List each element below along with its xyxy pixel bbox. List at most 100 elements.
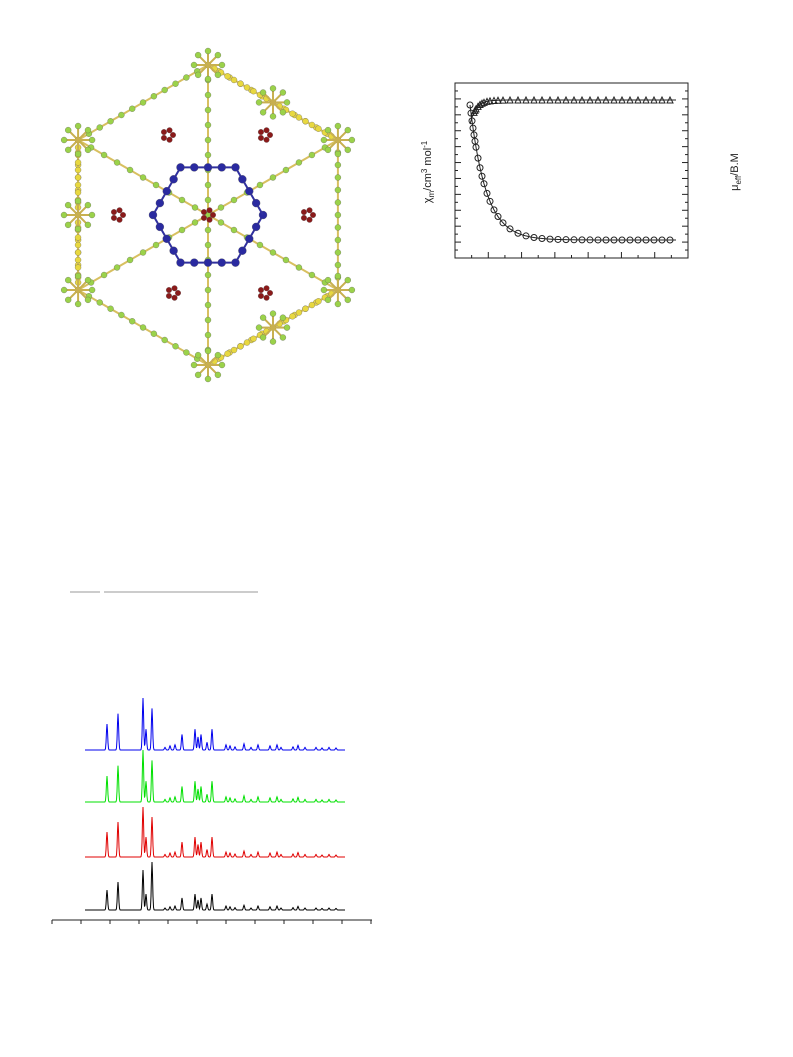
chi-point [626,236,634,244]
mu-point [499,95,507,104]
pxrd-pattern [85,806,345,858]
atom [84,276,92,284]
atom [204,47,212,55]
atom [107,118,114,125]
atom [218,361,226,369]
atom [237,343,244,350]
atom [324,126,332,134]
atom [204,286,212,294]
chi-curve [469,104,676,241]
atom [74,174,82,181]
chi-point [476,164,484,172]
atom [74,264,82,271]
atom [74,166,82,174]
chi-point [486,197,494,205]
atom [334,300,342,308]
atom [96,299,103,306]
atom [258,287,264,294]
chi-point [658,236,666,244]
atom [118,111,125,119]
mu-point [506,95,514,104]
atom [237,80,244,87]
atom [126,256,134,264]
atom [84,201,92,209]
atom [334,150,342,158]
atom [88,136,96,144]
atom [176,163,185,172]
label-part: /cm [422,173,434,191]
chi-point [522,232,530,240]
atom [139,174,147,181]
atom [324,296,332,304]
chi-point [499,219,507,227]
atom [175,290,181,296]
atom [267,290,273,296]
crystal-structure [60,47,356,383]
atom [279,334,287,341]
atom [194,71,202,79]
atom [315,298,322,305]
mu-point [514,95,522,104]
atom [283,324,291,331]
atom [74,225,82,233]
atom [74,181,82,189]
atom [217,204,225,211]
atom [65,276,72,284]
atom [183,74,190,81]
atom [161,134,167,141]
chi-point [570,236,578,244]
atom [84,146,92,154]
chi-point [530,234,538,242]
atom [279,109,287,116]
atom [263,127,270,134]
chi-point [480,180,488,188]
atom [120,212,126,218]
atom [148,210,158,220]
atom [269,113,277,120]
atom [139,99,147,106]
atom [204,75,212,83]
atom [334,174,342,181]
atom [308,121,316,129]
left-axis-label: χm/cm3 mol-1 [420,140,436,203]
atom [289,110,296,117]
atom [217,219,225,226]
mu-point [610,95,618,104]
atom [269,249,277,256]
atom [152,241,160,249]
chi-point [514,229,522,237]
atom [150,330,158,337]
atom [230,76,238,84]
mu-point [586,95,594,104]
atom [263,285,270,292]
atom [155,222,165,232]
atom [282,166,290,174]
magnetic-plot: χm/cm3 mol-1 μeff/B.M [420,82,743,259]
atom [302,118,309,125]
chi-point [478,172,486,180]
atom [258,129,264,136]
atom [129,318,136,325]
atom [308,301,316,309]
atom [204,136,212,144]
atom [172,343,179,350]
atom [269,338,277,345]
atom [324,146,332,154]
atom [258,292,264,299]
chi-point [546,235,554,243]
atom [308,151,316,159]
plot-frame [454,82,689,259]
atom [334,122,342,130]
chi-point [494,213,502,221]
atom [210,212,216,218]
atom [230,196,238,204]
atom [334,186,342,194]
atom [344,146,351,154]
atom [283,99,291,106]
atom [310,212,316,218]
atom [178,226,186,234]
atom [204,241,212,249]
mu-point [642,95,650,104]
atom [204,151,212,159]
